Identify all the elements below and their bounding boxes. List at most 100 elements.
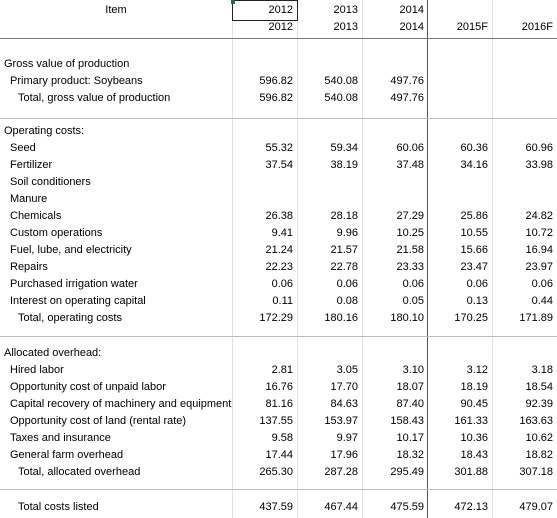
cell-value: 171.89 bbox=[519, 312, 553, 324]
cell-value: 497.76 bbox=[390, 75, 424, 87]
cell-value: 137.55 bbox=[259, 415, 293, 427]
section-rule bbox=[0, 118, 557, 119]
cell-value: 0.05 bbox=[402, 295, 424, 307]
column-border bbox=[427, 0, 428, 518]
cell-value: 25.86 bbox=[460, 210, 488, 222]
cell-value: 153.97 bbox=[324, 415, 358, 427]
cell-value: 301.88 bbox=[454, 466, 488, 478]
row-label: Soil conditioners bbox=[10, 176, 91, 188]
cell-value: 10.72 bbox=[525, 227, 553, 239]
cell-value: 55.32 bbox=[265, 142, 293, 154]
cell-value: 18.07 bbox=[396, 381, 424, 393]
cell-value: 17.70 bbox=[330, 381, 358, 393]
cell-value: 163.63 bbox=[519, 415, 553, 427]
cell-value: 37.54 bbox=[265, 159, 293, 171]
cell-value: 3.18 bbox=[531, 364, 553, 376]
header-rule bbox=[0, 38, 557, 39]
section-rule bbox=[0, 489, 557, 490]
cell-value: 23.33 bbox=[396, 261, 424, 273]
cell-value: 18.43 bbox=[460, 449, 488, 461]
cell-value: 21.57 bbox=[330, 244, 358, 256]
cell-value: 3.12 bbox=[466, 364, 488, 376]
header-year: 2015F bbox=[456, 21, 488, 33]
cell-value: 540.08 bbox=[324, 92, 358, 104]
row-label: Fuel, lube, and electricity bbox=[10, 244, 132, 256]
cell-value: 161.33 bbox=[454, 415, 488, 427]
cell-value: 0.44 bbox=[531, 295, 553, 307]
cell-value: 287.28 bbox=[324, 466, 358, 478]
cell-value: 10.25 bbox=[396, 227, 424, 239]
cell-value: 22.78 bbox=[330, 261, 358, 273]
row-label: Interest on operating capital bbox=[10, 295, 146, 307]
cell-value: 10.36 bbox=[460, 432, 488, 444]
cell-value: 18.54 bbox=[525, 381, 553, 393]
cell-value: 265.30 bbox=[259, 466, 293, 478]
row-label: Chemicals bbox=[10, 210, 62, 222]
row-label: Total, gross value of production bbox=[18, 92, 171, 104]
row-label: Opportunity cost of unpaid labor bbox=[10, 381, 166, 393]
header-year: 2012 bbox=[268, 4, 293, 16]
row-label: Total, allocated overhead bbox=[18, 466, 141, 478]
cell-value: 23.97 bbox=[525, 261, 553, 273]
cell-value: 2.81 bbox=[271, 364, 293, 376]
row-label: Operating costs: bbox=[4, 125, 85, 137]
cell-value: 479.07 bbox=[519, 501, 553, 513]
header-year: 2013 bbox=[333, 4, 358, 16]
cell-value: 16.94 bbox=[525, 244, 553, 256]
cell-value: 84.63 bbox=[330, 398, 358, 410]
cell-value: 60.06 bbox=[396, 142, 424, 154]
active-cell[interactable] bbox=[232, 0, 298, 21]
header-year: 2014 bbox=[399, 4, 424, 16]
cell-value: 9.97 bbox=[336, 432, 358, 444]
header-year: 2016F bbox=[521, 21, 553, 33]
cell-value: 307.18 bbox=[519, 466, 553, 478]
cell-value: 81.16 bbox=[265, 398, 293, 410]
cell-value: 28.18 bbox=[330, 210, 358, 222]
cell-value: 295.49 bbox=[390, 466, 424, 478]
row-label: General farm overhead bbox=[10, 449, 124, 461]
cell-value: 0.11 bbox=[272, 295, 293, 307]
cell-value: 18.82 bbox=[525, 449, 553, 461]
cell-value: 9.96 bbox=[336, 227, 358, 239]
cell-value: 180.16 bbox=[324, 312, 358, 324]
header-year: 2013 bbox=[333, 21, 358, 33]
cell-value: 18.19 bbox=[460, 381, 488, 393]
cell-value: 10.62 bbox=[525, 432, 553, 444]
header-item: Item bbox=[105, 4, 127, 16]
cell-value: 0.06 bbox=[402, 278, 424, 290]
cell-value: 22.23 bbox=[265, 261, 293, 273]
cell-value: 472.13 bbox=[454, 501, 488, 513]
cell-value: 59.34 bbox=[330, 142, 358, 154]
row-label: Gross value of production bbox=[4, 58, 130, 70]
row-label: Allocated overhead: bbox=[4, 347, 102, 359]
section-rule bbox=[0, 336, 557, 337]
cell-value: 0.08 bbox=[336, 295, 358, 307]
row-label: Repairs bbox=[10, 261, 48, 273]
row-label: Purchased irrigation water bbox=[10, 278, 138, 290]
column-border bbox=[232, 0, 233, 518]
cell-value: 90.45 bbox=[460, 398, 488, 410]
header-year: 2014 bbox=[399, 21, 424, 33]
cell-handle bbox=[231, 0, 235, 4]
cell-value: 24.82 bbox=[525, 210, 553, 222]
cell-value: 497.76 bbox=[390, 92, 424, 104]
cell-value: 0.06 bbox=[336, 278, 358, 290]
cell-value: 0.06 bbox=[466, 278, 488, 290]
cell-value: 92.39 bbox=[525, 398, 553, 410]
row-label: Total costs listed bbox=[18, 501, 99, 513]
cell-value: 3.10 bbox=[402, 364, 424, 376]
column-border bbox=[492, 0, 493, 518]
cell-value: 475.59 bbox=[390, 501, 424, 513]
cell-value: 37.48 bbox=[396, 159, 424, 171]
cell-value: 437.59 bbox=[259, 501, 293, 513]
row-label: Opportunity cost of land (rental rate) bbox=[10, 415, 187, 427]
cell-value: 540.08 bbox=[324, 75, 358, 87]
cell-value: 21.24 bbox=[265, 244, 293, 256]
cell-value: 87.40 bbox=[396, 398, 424, 410]
cell-value: 21.58 bbox=[396, 244, 424, 256]
row-label: Seed bbox=[10, 142, 36, 154]
cell-value: 596.82 bbox=[259, 92, 293, 104]
cell-value: 3.05 bbox=[336, 364, 358, 376]
cell-value: 170.25 bbox=[454, 312, 488, 324]
cell-value: 33.98 bbox=[525, 159, 553, 171]
